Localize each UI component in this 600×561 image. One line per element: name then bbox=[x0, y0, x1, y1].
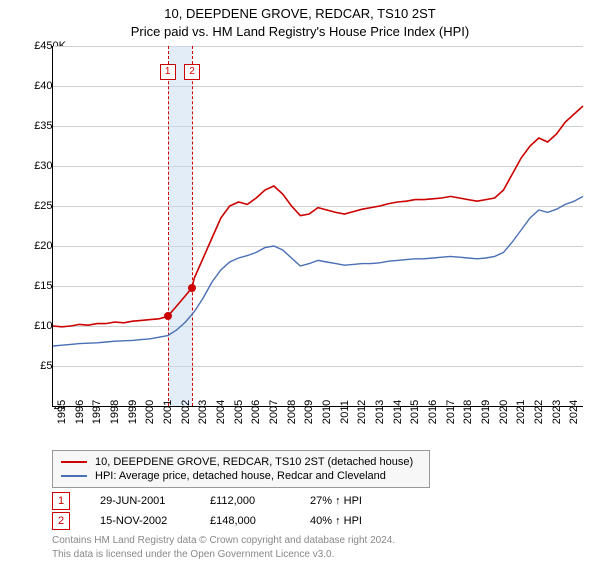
series-hpi bbox=[53, 196, 583, 346]
x-tick-label: 2006 bbox=[250, 400, 262, 424]
legend-swatch bbox=[61, 475, 87, 477]
x-tick-label: 2016 bbox=[427, 400, 439, 424]
x-tick-label: 1997 bbox=[91, 400, 103, 424]
x-tick-label: 2001 bbox=[162, 400, 174, 424]
x-tick-label: 2012 bbox=[356, 400, 368, 424]
legend-swatch bbox=[61, 461, 87, 463]
x-tick-label: 2004 bbox=[215, 400, 227, 424]
sale-row-2: 2 15-NOV-2002 £148,000 40% ↑ HPI bbox=[52, 512, 582, 530]
x-tick-label: 2002 bbox=[180, 400, 192, 424]
sale-delta-2: 40% ↑ HPI bbox=[310, 515, 362, 527]
chart-container: 10, DEEPDENE GROVE, REDCAR, TS10 2ST Pri… bbox=[0, 0, 600, 560]
plot-area: 12 bbox=[52, 46, 583, 407]
sale-row-1: 1 29-JUN-2001 £112,000 27% ↑ HPI bbox=[52, 492, 582, 510]
data-marker bbox=[188, 284, 196, 292]
title-subtitle: Price paid vs. HM Land Registry's House … bbox=[0, 24, 600, 39]
sale-date-2: 15-NOV-2002 bbox=[100, 515, 210, 527]
x-tick-label: 2003 bbox=[197, 400, 209, 424]
legend-row: 10, DEEPDENE GROVE, REDCAR, TS10 2ST (de… bbox=[61, 455, 421, 469]
x-tick-label: 1999 bbox=[127, 400, 139, 424]
x-tick-label: 2005 bbox=[233, 400, 245, 424]
x-tick-label: 2014 bbox=[392, 400, 404, 424]
sale-marker-1: 1 bbox=[52, 492, 70, 510]
x-tick-label: 2010 bbox=[321, 400, 333, 424]
x-tick-label: 2021 bbox=[515, 400, 527, 424]
x-tick-label: 2017 bbox=[445, 400, 457, 424]
x-tick-label: 1995 bbox=[56, 400, 68, 424]
x-tick-label: 2023 bbox=[551, 400, 563, 424]
x-tick-label: 2000 bbox=[144, 400, 156, 424]
legend-label: 10, DEEPDENE GROVE, REDCAR, TS10 2ST (de… bbox=[95, 456, 413, 468]
legend-row: HPI: Average price, detached house, Redc… bbox=[61, 469, 421, 483]
x-tick-label: 2015 bbox=[409, 400, 421, 424]
x-tick-label: 2020 bbox=[498, 400, 510, 424]
x-tick-label: 1996 bbox=[74, 400, 86, 424]
x-tick-label: 2007 bbox=[268, 400, 280, 424]
data-marker bbox=[164, 312, 172, 320]
x-tick-label: 2011 bbox=[339, 400, 351, 424]
event-marker-1: 1 bbox=[160, 64, 176, 80]
legend-label: HPI: Average price, detached house, Redc… bbox=[95, 470, 386, 482]
series-svg bbox=[53, 46, 583, 406]
sale-date-1: 29-JUN-2001 bbox=[100, 495, 210, 507]
x-tick-label: 2022 bbox=[533, 400, 545, 424]
x-tick-label: 2019 bbox=[480, 400, 492, 424]
x-tick-label: 2008 bbox=[286, 400, 298, 424]
title-address: 10, DEEPDENE GROVE, REDCAR, TS10 2ST bbox=[0, 6, 600, 21]
sale-price-1: £112,000 bbox=[210, 495, 310, 507]
event-marker-2: 2 bbox=[184, 64, 200, 80]
x-tick-label: 1998 bbox=[109, 400, 121, 424]
x-tick-label: 2009 bbox=[303, 400, 315, 424]
footer-text: Contains HM Land Registry data © Crown c… bbox=[52, 534, 582, 561]
sale-delta-1: 27% ↑ HPI bbox=[310, 495, 362, 507]
x-tick-label: 2018 bbox=[462, 400, 474, 424]
sale-price-2: £148,000 bbox=[210, 515, 310, 527]
legend: 10, DEEPDENE GROVE, REDCAR, TS10 2ST (de… bbox=[52, 450, 430, 488]
x-tick-label: 2024 bbox=[568, 400, 580, 424]
x-tick-label: 2013 bbox=[374, 400, 386, 424]
sale-marker-2: 2 bbox=[52, 512, 70, 530]
series-price_paid bbox=[53, 106, 583, 327]
